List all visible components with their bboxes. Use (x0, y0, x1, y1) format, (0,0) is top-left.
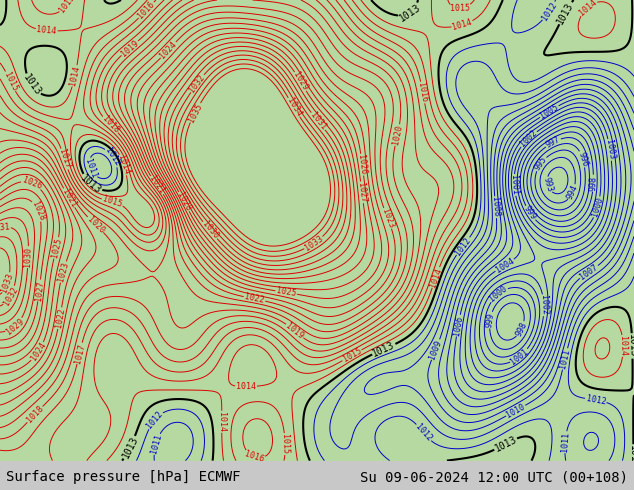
Text: 1023: 1023 (56, 261, 70, 283)
Text: 1013: 1013 (79, 172, 103, 196)
Text: 1011: 1011 (560, 432, 571, 452)
Text: 1026: 1026 (21, 175, 42, 191)
Text: 1027: 1027 (34, 280, 45, 301)
Text: 1000: 1000 (488, 284, 509, 304)
Text: 1013: 1013 (628, 445, 634, 469)
Text: 1011: 1011 (83, 157, 98, 179)
Text: 1035: 1035 (186, 101, 204, 123)
Text: 1022: 1022 (54, 308, 66, 329)
Text: 996: 996 (576, 150, 589, 168)
Text: 1016: 1016 (417, 82, 429, 103)
Text: 1026: 1026 (356, 154, 368, 175)
Text: 1012: 1012 (453, 235, 472, 257)
Text: 1025: 1025 (50, 237, 63, 259)
Text: 1002: 1002 (539, 295, 549, 316)
Text: 999: 999 (522, 204, 538, 222)
Text: 1001: 1001 (509, 347, 530, 367)
Text: 1012: 1012 (145, 409, 164, 430)
Text: 1014: 1014 (117, 154, 131, 175)
Text: 1012: 1012 (540, 0, 559, 22)
Text: 1014: 1014 (618, 336, 628, 356)
Text: 1012: 1012 (585, 394, 607, 406)
Text: 994: 994 (566, 184, 580, 201)
Text: 1027: 1027 (356, 182, 368, 203)
Text: 1008: 1008 (490, 197, 501, 218)
Text: 1024: 1024 (158, 40, 179, 60)
Text: 1022: 1022 (243, 293, 265, 305)
Text: 1018: 1018 (100, 114, 120, 135)
Text: 1028: 1028 (30, 200, 46, 222)
Text: 1012: 1012 (413, 422, 434, 443)
Text: 1014: 1014 (36, 25, 57, 36)
Text: 1020: 1020 (85, 215, 106, 235)
Text: 1015: 1015 (2, 71, 19, 92)
Text: 1014: 1014 (68, 65, 82, 87)
Text: 1033: 1033 (0, 272, 15, 294)
Text: 1014: 1014 (577, 0, 598, 17)
Text: 1014: 1014 (236, 382, 256, 392)
Text: 1015: 1015 (101, 195, 123, 210)
Text: 1015: 1015 (57, 0, 76, 14)
Text: 1011: 1011 (149, 433, 163, 455)
Text: 1031: 1031 (0, 223, 10, 233)
Text: 1031: 1031 (308, 111, 328, 132)
Text: 1013: 1013 (493, 434, 519, 454)
Text: 1019: 1019 (119, 38, 140, 58)
Text: 995: 995 (533, 155, 548, 172)
Text: Su 09-06-2024 12:00 UTC (00+108): Su 09-06-2024 12:00 UTC (00+108) (359, 470, 628, 484)
Text: 997: 997 (545, 135, 562, 150)
Text: 1016: 1016 (243, 450, 266, 465)
Text: 1025: 1025 (276, 287, 297, 298)
Text: 1002: 1002 (518, 128, 539, 149)
Text: 1005: 1005 (538, 102, 560, 121)
Text: 1013: 1013 (555, 0, 575, 25)
Text: 1030: 1030 (23, 247, 33, 267)
Text: 1024: 1024 (29, 341, 48, 363)
Text: 1020: 1020 (391, 124, 404, 146)
Text: 1003: 1003 (604, 139, 616, 160)
Text: 1028: 1028 (176, 191, 193, 213)
Text: 1013: 1013 (627, 334, 634, 358)
Text: 1032: 1032 (188, 73, 207, 94)
Text: 1001: 1001 (509, 175, 519, 195)
Text: 1014: 1014 (451, 18, 473, 32)
Text: 1029: 1029 (291, 71, 309, 92)
Text: 1017: 1017 (57, 148, 72, 170)
Text: 1006: 1006 (452, 315, 464, 336)
Text: 1007: 1007 (578, 263, 600, 281)
Text: 1013: 1013 (398, 2, 423, 24)
Text: 1021: 1021 (148, 174, 166, 196)
Text: 1019: 1019 (284, 321, 306, 341)
Text: 1013: 1013 (120, 435, 139, 461)
Text: 1015: 1015 (450, 4, 470, 13)
Text: 1015: 1015 (341, 346, 363, 364)
Text: 1009: 1009 (428, 339, 444, 361)
Text: 1012: 1012 (103, 147, 122, 168)
Text: Surface pressure [hPa] ECMWF: Surface pressure [hPa] ECMWF (6, 470, 241, 484)
Text: 998: 998 (588, 175, 598, 191)
Text: 1010: 1010 (505, 402, 527, 419)
Text: 998: 998 (514, 320, 529, 338)
Text: 1011: 1011 (559, 348, 572, 369)
Text: 1013: 1013 (21, 73, 42, 98)
Text: 993: 993 (541, 176, 554, 194)
Text: 1000: 1000 (590, 196, 605, 218)
Text: 1004: 1004 (494, 256, 515, 274)
Text: 1032: 1032 (1, 285, 20, 307)
Text: 1013: 1013 (371, 340, 396, 359)
Text: 1018: 1018 (25, 404, 45, 425)
Text: 1014: 1014 (217, 412, 226, 432)
Text: 1023: 1023 (380, 207, 396, 229)
Text: 1029: 1029 (4, 317, 25, 336)
Text: 999: 999 (484, 312, 496, 328)
Text: 1017: 1017 (73, 343, 86, 364)
Text: 1034: 1034 (285, 97, 303, 118)
Text: 1016: 1016 (136, 0, 157, 21)
Text: 1014: 1014 (428, 267, 443, 289)
Text: 1030: 1030 (200, 220, 220, 241)
Text: 1033: 1033 (303, 234, 325, 252)
Text: 1015: 1015 (280, 434, 290, 454)
Text: 1021: 1021 (60, 187, 78, 209)
